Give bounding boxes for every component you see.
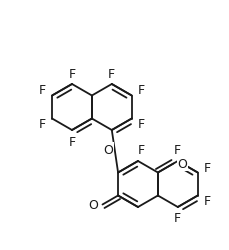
- Text: F: F: [137, 118, 144, 131]
- Text: F: F: [203, 161, 210, 174]
- Text: F: F: [39, 118, 46, 131]
- Text: F: F: [39, 84, 46, 97]
- Text: F: F: [203, 195, 210, 208]
- Text: F: F: [137, 84, 144, 97]
- Text: F: F: [137, 144, 144, 157]
- Text: F: F: [174, 212, 181, 224]
- Text: F: F: [68, 67, 75, 80]
- Text: O: O: [177, 157, 187, 170]
- Text: F: F: [68, 135, 75, 148]
- Text: F: F: [108, 67, 115, 80]
- Text: O: O: [88, 198, 98, 211]
- Text: O: O: [103, 143, 112, 156]
- Text: F: F: [174, 144, 181, 157]
